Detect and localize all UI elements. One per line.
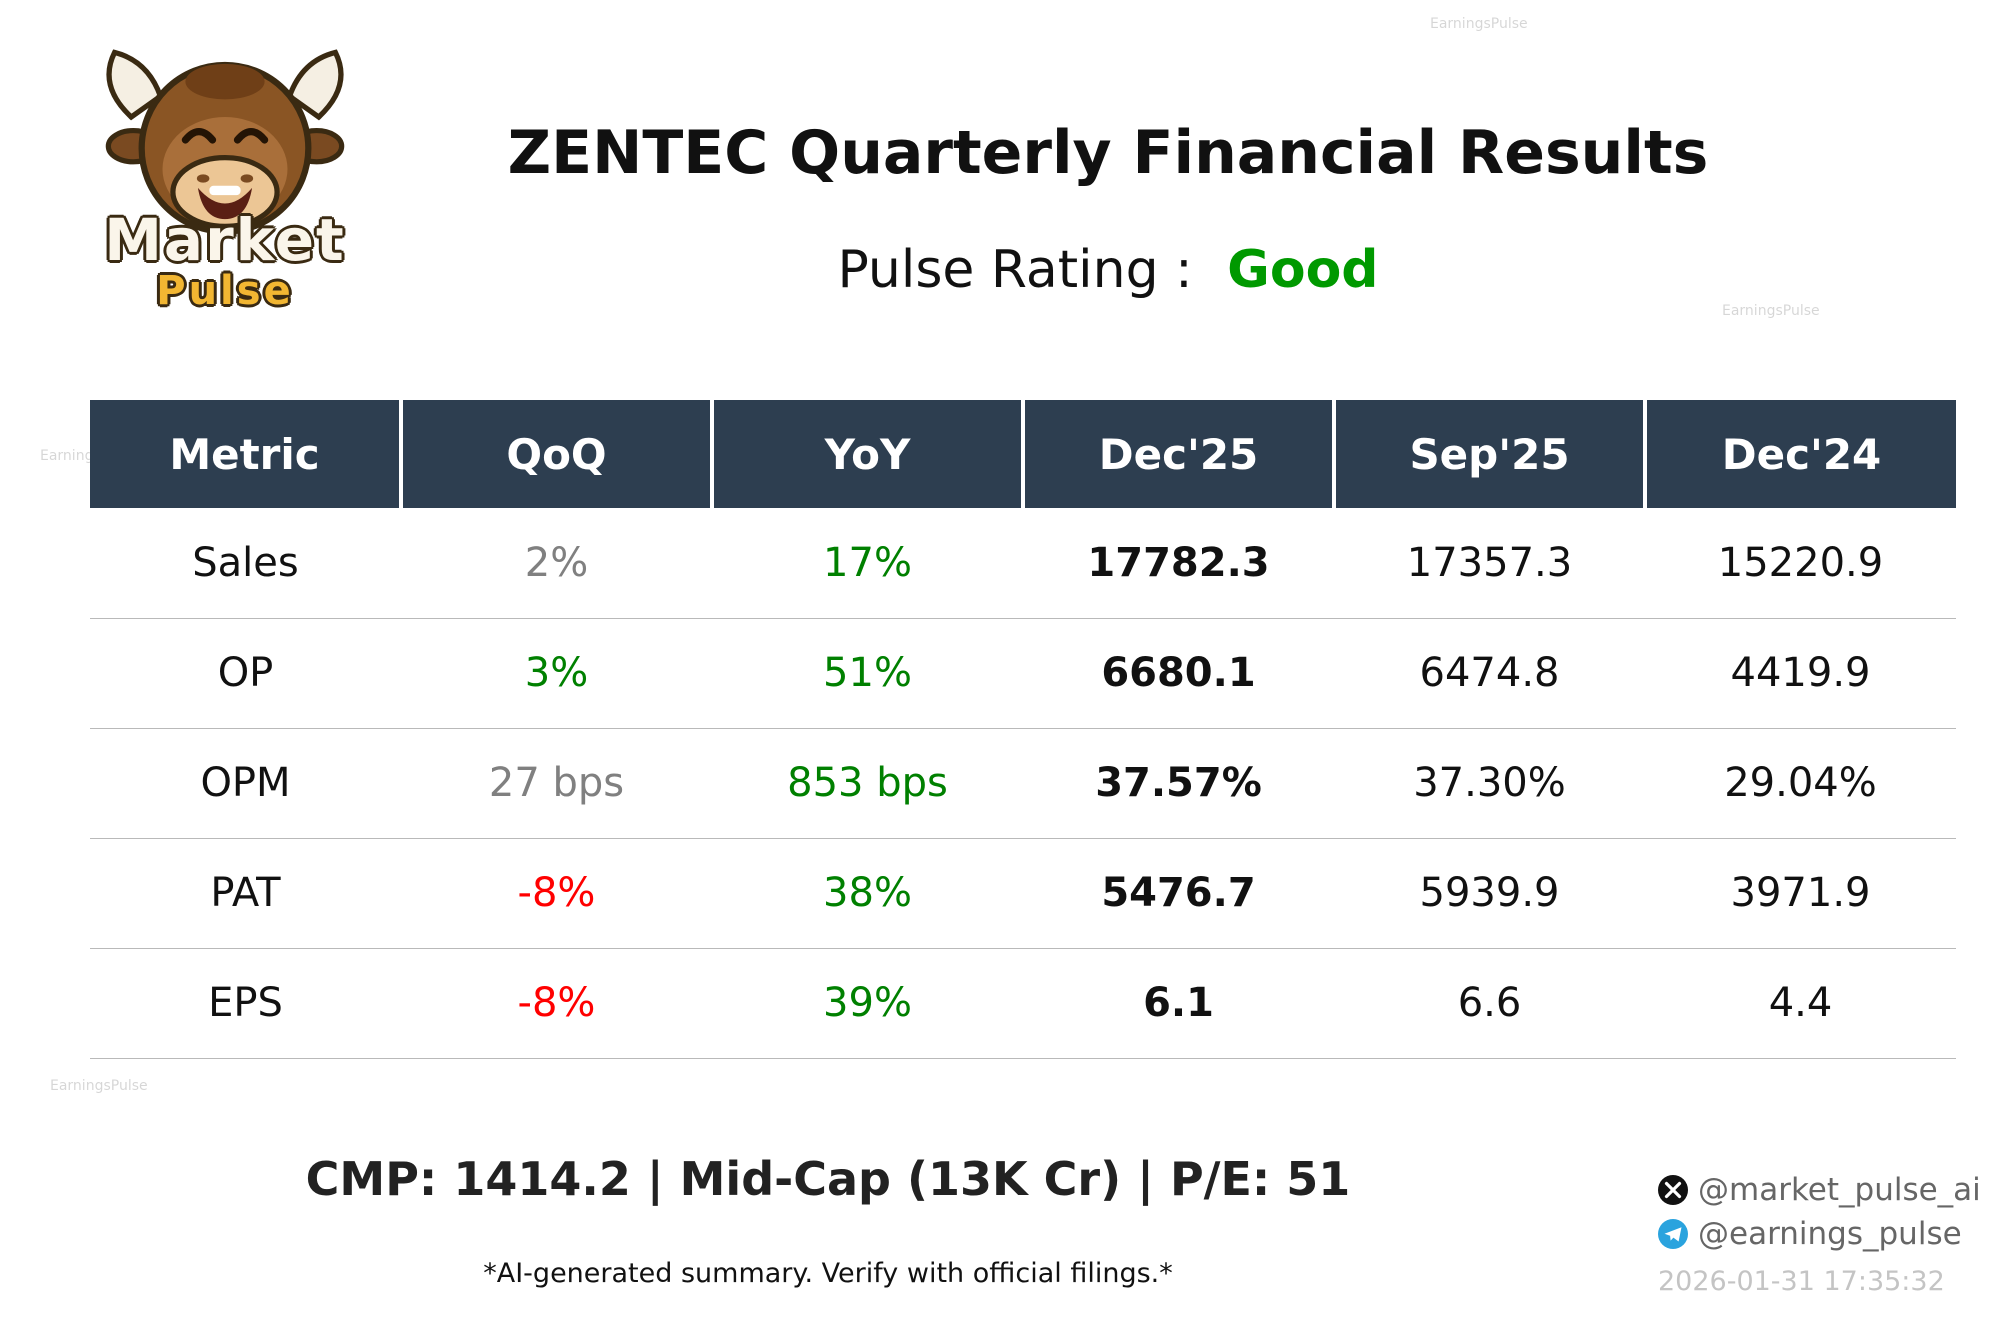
value-cell: -8% [401, 948, 712, 1059]
twitter-handle-row[interactable]: @market_pulse_ai [1658, 1172, 1988, 1208]
logo-text-pulse: Pulse [156, 268, 294, 314]
metric-cell: EPS [90, 948, 401, 1059]
value-cell: 6680.1 [1023, 618, 1334, 729]
header: ZENTEC Quarterly Financial Results Pulse… [260, 118, 1956, 300]
column-header-qoq: QoQ [401, 400, 714, 508]
value-cell: 39% [712, 948, 1023, 1059]
metric-cell: OP [90, 618, 401, 729]
table-body: Sales 2% 17% 17782.3 17357.3 15220.9 OP 3% 51% 66… [90, 508, 1956, 1059]
pulse-rating-line: Pulse Rating : Good [260, 240, 1956, 300]
value-cell: 17% [712, 508, 1023, 619]
column-header-sep25: Sep'25 [1334, 400, 1647, 508]
metric-cell: OPM [90, 728, 401, 839]
value-cell: 29.04% [1645, 728, 1956, 839]
value-cell: 15220.9 [1645, 508, 1956, 619]
value-cell: -8% [401, 838, 712, 949]
watermark-text: EarningsPulse [1722, 303, 1820, 319]
value-cell: 6.1 [1023, 948, 1334, 1059]
value-cell: 3971.9 [1645, 838, 1956, 949]
telegram-handle: @earnings_pulse [1698, 1216, 1962, 1252]
column-header-metric: Metric [90, 400, 403, 508]
bull-mascot-icon [70, 42, 380, 240]
value-cell: 17782.3 [1023, 508, 1334, 619]
value-cell: 38% [712, 838, 1023, 949]
value-cell: 5939.9 [1334, 838, 1645, 949]
telegram-icon [1658, 1219, 1688, 1249]
table-row: EPS -8% 39% 6.1 6.6 4.4 [90, 948, 1956, 1059]
table-row: OP 3% 51% 6680.1 6474.8 4419.9 [90, 618, 1956, 729]
value-cell: 6.6 [1334, 948, 1645, 1059]
value-cell: 853 bps [712, 728, 1023, 839]
value-cell: 4419.9 [1645, 618, 1956, 729]
metric-cell: PAT [90, 838, 401, 949]
cmp-summary: CMP: 1414.2 | Mid-Cap (13K Cr) | P/E: 51 [305, 1152, 1351, 1206]
column-header-dec25: Dec'25 [1023, 400, 1336, 508]
value-cell: 2% [401, 508, 712, 619]
column-header-dec24: Dec'24 [1645, 400, 1956, 508]
table-row: PAT -8% 38% 5476.7 5939.9 3971.9 [90, 838, 1956, 949]
value-cell: 3% [401, 618, 712, 729]
value-cell: 27 bps [401, 728, 712, 839]
financial-results-table: Metric QoQ YoY Dec'25 Sep'25 Dec'24 Sale… [90, 400, 1956, 1059]
watermark-text: EarningsPulse [50, 1078, 148, 1094]
value-cell: 17357.3 [1334, 508, 1645, 619]
table-row: Sales 2% 17% 17782.3 17357.3 15220.9 [90, 508, 1956, 619]
value-cell: 37.30% [1334, 728, 1645, 839]
value-cell: 37.57% [1023, 728, 1334, 839]
value-cell: 4.4 [1645, 948, 1956, 1059]
table-header: Metric QoQ YoY Dec'25 Sep'25 Dec'24 [90, 400, 1956, 508]
value-cell: 5476.7 [1023, 838, 1334, 949]
timestamp: 2026-01-31 17:35:32 [1658, 1266, 1945, 1297]
watermark-text: EarningsPulse [1430, 16, 1528, 32]
social-links: @market_pulse_ai @earnings_pulse 2026-01… [1658, 1172, 1988, 1297]
table-row: OPM 27 bps 853 bps 37.57% 37.30% 29.04% [90, 728, 1956, 839]
logo-text-market: Market [104, 206, 346, 274]
table-header-row: Metric QoQ YoY Dec'25 Sep'25 Dec'24 [90, 400, 1956, 508]
value-cell: 6474.8 [1334, 618, 1645, 729]
value-cell: 51% [712, 618, 1023, 729]
x-twitter-icon [1658, 1175, 1688, 1205]
pulse-rating-value: Good [1227, 240, 1379, 300]
ai-disclaimer: *AI-generated summary. Verify with offic… [483, 1258, 1173, 1289]
twitter-handle: @market_pulse_ai [1698, 1172, 1981, 1208]
telegram-handle-row[interactable]: @earnings_pulse [1658, 1216, 1988, 1252]
column-header-yoy: YoY [712, 400, 1025, 508]
page-title: ZENTEC Quarterly Financial Results [507, 118, 1709, 188]
metric-cell: Sales [90, 508, 401, 619]
pulse-rating-label: Pulse Rating : [837, 240, 1193, 300]
market-pulse-logo: Market Pulse [70, 42, 380, 314]
